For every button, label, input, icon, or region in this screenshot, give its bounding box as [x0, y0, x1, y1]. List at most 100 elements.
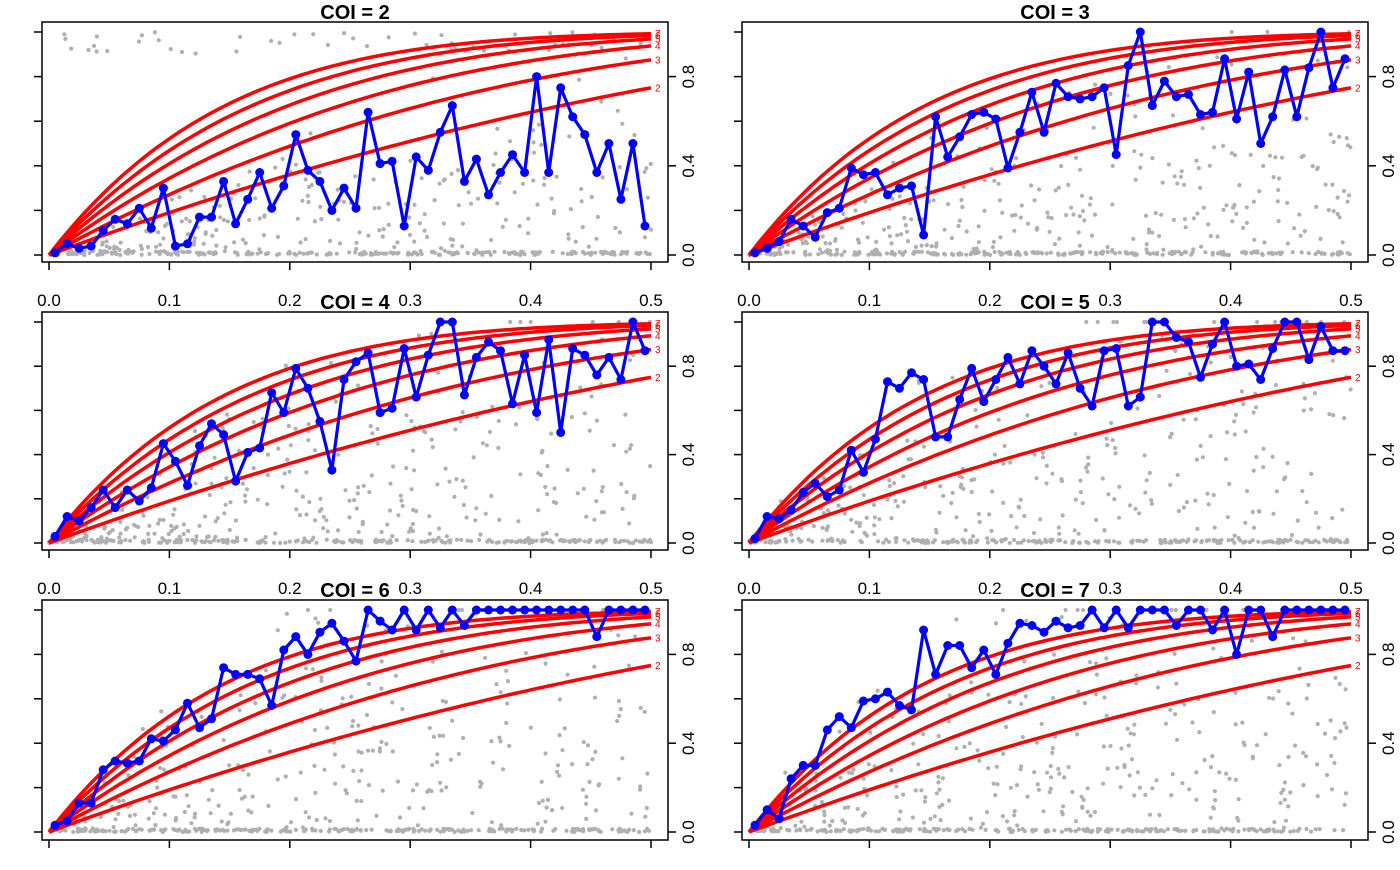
scatter-point — [491, 760, 496, 765]
scatter-point — [351, 828, 356, 833]
scatter-point — [1199, 244, 1204, 249]
scatter-point — [887, 478, 892, 483]
curve-label-6: 6 — [1355, 609, 1361, 620]
scatter-point — [1267, 695, 1272, 701]
scatter-point — [1073, 829, 1078, 834]
scatter-point — [71, 540, 76, 545]
curve-label-5: 5 — [1355, 612, 1361, 623]
scatter-point — [349, 694, 354, 699]
scatter-point — [576, 538, 581, 543]
scatter-point — [505, 679, 511, 684]
scatter-point — [1076, 689, 1081, 694]
scatter-point — [1236, 829, 1241, 834]
observed-point — [62, 816, 72, 826]
x-tick-label: 0.2 — [278, 579, 302, 598]
scatter-point — [192, 811, 198, 817]
scatter-point — [575, 491, 580, 496]
plot-frame — [41, 311, 669, 551]
scatter-point — [297, 513, 303, 518]
scatter-point — [285, 457, 290, 462]
observed-point — [255, 443, 265, 453]
scatter-point — [763, 540, 768, 545]
scatter-point — [1204, 607, 1209, 613]
scatter-point — [1007, 826, 1013, 831]
observed-point — [1292, 317, 1302, 327]
scatter-point — [160, 536, 165, 541]
scatter-point — [392, 245, 397, 250]
scatter-point — [388, 481, 393, 486]
observed-point — [496, 168, 505, 177]
scatter-point — [941, 540, 946, 545]
scatter-point — [1132, 149, 1137, 154]
theory-curve-2 — [48, 86, 652, 257]
scatter-point — [1241, 402, 1246, 407]
scatter-point — [316, 170, 321, 175]
scatter-point — [1230, 219, 1235, 224]
scatter-point — [828, 829, 833, 834]
scatter-point — [1337, 539, 1342, 544]
scatter-point — [1090, 828, 1095, 833]
scatter-point — [411, 468, 417, 473]
scatter-point — [1016, 827, 1021, 833]
scatter-point — [1272, 829, 1277, 834]
scatter-point — [425, 234, 430, 240]
scatter-point — [934, 241, 939, 246]
scatter-point — [1222, 252, 1227, 257]
scatter-point — [474, 506, 479, 511]
scatter-point — [343, 488, 348, 493]
scatter-point — [325, 725, 330, 731]
observed-point — [1208, 339, 1217, 349]
observed-point — [98, 226, 108, 235]
scatter-point — [266, 803, 271, 809]
scatter-point — [1116, 540, 1121, 545]
scatter-point — [1030, 539, 1035, 544]
x-axis — [48, 840, 652, 848]
scatter-point — [182, 809, 187, 815]
scatter-point — [1110, 438, 1115, 443]
scatter-point — [599, 489, 604, 494]
scatter-point — [984, 810, 990, 815]
scatter-point — [866, 762, 872, 767]
observed-point — [315, 627, 325, 637]
scatter-point — [356, 485, 361, 490]
observed-point — [315, 416, 325, 426]
scatter-point — [410, 521, 415, 527]
observed-point — [1051, 379, 1061, 389]
scatter-point — [1206, 502, 1211, 507]
observed-point — [1063, 92, 1073, 102]
observed-point — [62, 239, 72, 249]
scatter-point — [875, 688, 880, 693]
scatter-point — [497, 735, 502, 740]
scatter-point — [94, 34, 99, 39]
scatter-point — [1073, 819, 1078, 824]
scatter-point — [313, 790, 318, 796]
scatter-point — [132, 535, 137, 540]
observed-point — [363, 348, 373, 358]
observed-point — [1220, 605, 1230, 615]
scatter-point — [877, 517, 882, 522]
observed-point — [628, 605, 638, 615]
scatter-point — [386, 201, 391, 206]
scatter-point — [1040, 455, 1046, 460]
scatter-point — [1044, 463, 1049, 468]
scatter-point — [517, 405, 522, 410]
scatter-point — [895, 504, 900, 509]
scatter-point — [1315, 721, 1320, 727]
scatter-point — [319, 675, 324, 680]
scatter-point — [565, 467, 570, 472]
scatter-point — [287, 539, 292, 544]
scatter-point — [899, 829, 904, 834]
scatter-point — [357, 230, 362, 235]
scatter-point — [858, 521, 863, 526]
scatter-point — [1173, 538, 1178, 543]
x-tick-label: 0.1 — [158, 291, 182, 310]
scatter-point — [1297, 666, 1302, 671]
scatter-point — [785, 827, 790, 832]
scatter-point — [1279, 790, 1284, 796]
scatter-point — [250, 251, 255, 256]
scatter-point — [552, 486, 557, 491]
scatter-point — [348, 538, 353, 543]
scatter-point — [1308, 829, 1314, 834]
scatter-point — [138, 243, 143, 248]
scatter-point — [247, 169, 252, 174]
